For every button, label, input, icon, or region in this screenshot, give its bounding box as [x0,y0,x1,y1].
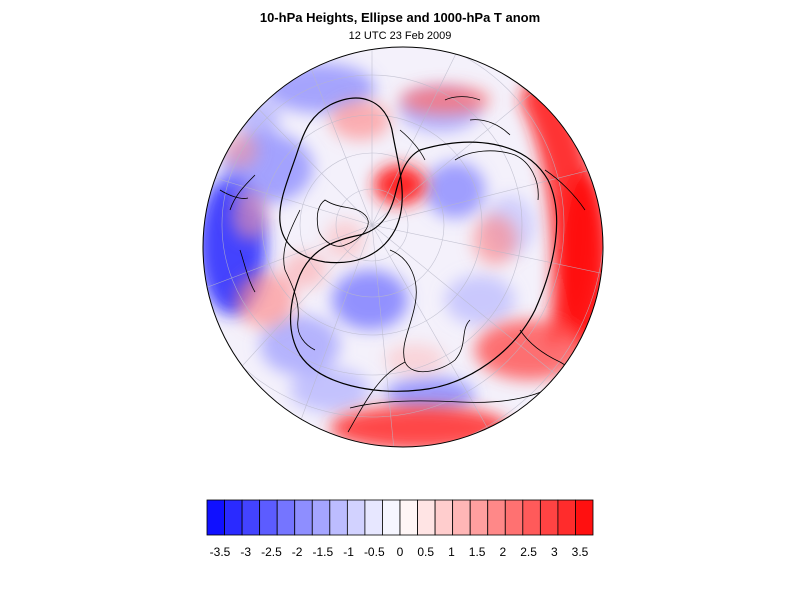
colorbar-swatch [417,499,436,536]
map-subtitle: 12 UTC 23 Feb 2009 [348,30,452,42]
colorbar-tick-label: 3 [551,545,558,559]
globe-field [203,47,603,447]
colorbar-tick-label: -3.5 [210,545,231,559]
inner-contour-loop [279,97,403,264]
colorbar-swatch [522,499,541,536]
colorbar-swatch [364,499,383,536]
graticule [203,47,603,447]
colorbar-swatch [557,499,576,536]
colorbar-swatch [276,499,296,536]
colorbar-swatch [504,499,524,536]
colorbar-swatch [224,499,243,536]
colorbar-swatch [206,499,225,536]
colorbar-tick-label: 2.5 [520,545,537,559]
colorbar-swatch [399,499,418,536]
coastlines [219,96,591,433]
outer-contour-loop [290,141,558,392]
colorbar-swatch [575,499,594,536]
colorbar-swatch [539,499,559,536]
colorbar-swatch [382,499,401,536]
colorbar-tick-label: 1.5 [469,545,486,559]
colorbar-swatch [241,499,261,536]
colorbar-tick-label: -0.5 [364,545,385,559]
colorbar-tick-label: -2 [292,545,303,559]
colorbar-tick-label: -1.5 [313,545,334,559]
colorbar-tick-label: 1 [448,545,455,559]
colorbar-tick-label: -3 [240,545,251,559]
colorbar-tick-label: 3.5 [572,545,589,559]
colorbar-swatches [206,499,594,536]
height-contours [279,97,558,392]
colorbar-tick-label: 0.5 [417,545,434,559]
colorbar-swatch [259,499,278,536]
colorbar-swatch [434,499,454,536]
colorbar-swatch [487,499,506,536]
colorbar-swatch [294,499,313,536]
colorbar-swatch [311,499,331,536]
colorbar-swatch [469,499,489,536]
colorbar-labels: -3.5 -3 -2.5 -2 -1.5 -1 -0.5 0 0.5 1 1.5 2 2.5 3 3.5 [210,545,589,559]
globe-outline [202,46,604,448]
colorbar-swatch [329,499,348,536]
map-title: 10-hPa Heights, Ellipse and 1000-hPa T a… [259,10,541,25]
colorbar-swatch [452,499,471,536]
colorbar-tick-label: 2 [500,545,507,559]
colorbar-tick-label: -1 [343,545,354,559]
colorbar-tick-label: -2.5 [261,545,282,559]
colorbar-swatch [346,499,366,536]
colorbar-tick-label: 0 [397,545,404,559]
